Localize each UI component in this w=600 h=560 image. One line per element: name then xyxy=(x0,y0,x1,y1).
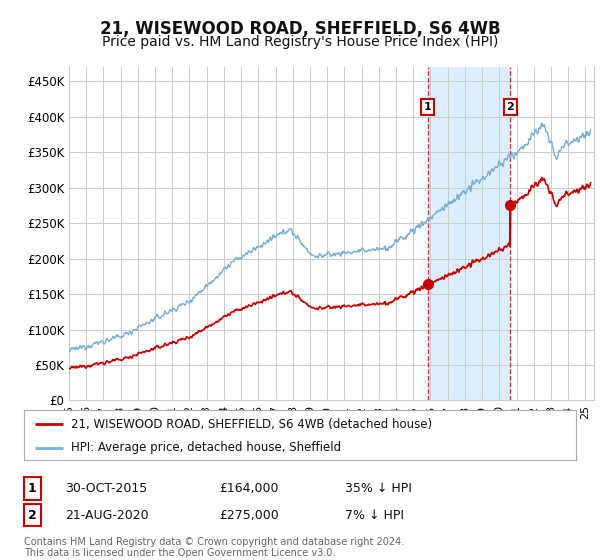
Text: 1: 1 xyxy=(424,102,431,112)
Text: Price paid vs. HM Land Registry's House Price Index (HPI): Price paid vs. HM Land Registry's House … xyxy=(102,35,498,49)
Text: 21, WISEWOOD ROAD, SHEFFIELD, S6 4WB: 21, WISEWOOD ROAD, SHEFFIELD, S6 4WB xyxy=(100,20,500,38)
Text: £275,000: £275,000 xyxy=(219,508,279,522)
Text: 21-AUG-2020: 21-AUG-2020 xyxy=(65,508,148,522)
Text: 30-OCT-2015: 30-OCT-2015 xyxy=(65,482,147,495)
Text: 35% ↓ HPI: 35% ↓ HPI xyxy=(345,482,412,495)
Text: 1: 1 xyxy=(28,482,37,495)
Text: HPI: Average price, detached house, Sheffield: HPI: Average price, detached house, Shef… xyxy=(71,441,341,454)
Bar xyxy=(428,67,511,400)
Text: Contains HM Land Registry data © Crown copyright and database right 2024.
This d: Contains HM Land Registry data © Crown c… xyxy=(24,537,404,558)
Text: £164,000: £164,000 xyxy=(219,482,278,495)
Text: 2: 2 xyxy=(28,508,37,522)
Text: 2: 2 xyxy=(506,102,514,112)
Text: 21, WISEWOOD ROAD, SHEFFIELD, S6 4WB (detached house): 21, WISEWOOD ROAD, SHEFFIELD, S6 4WB (de… xyxy=(71,418,432,431)
Text: 7% ↓ HPI: 7% ↓ HPI xyxy=(345,508,404,522)
